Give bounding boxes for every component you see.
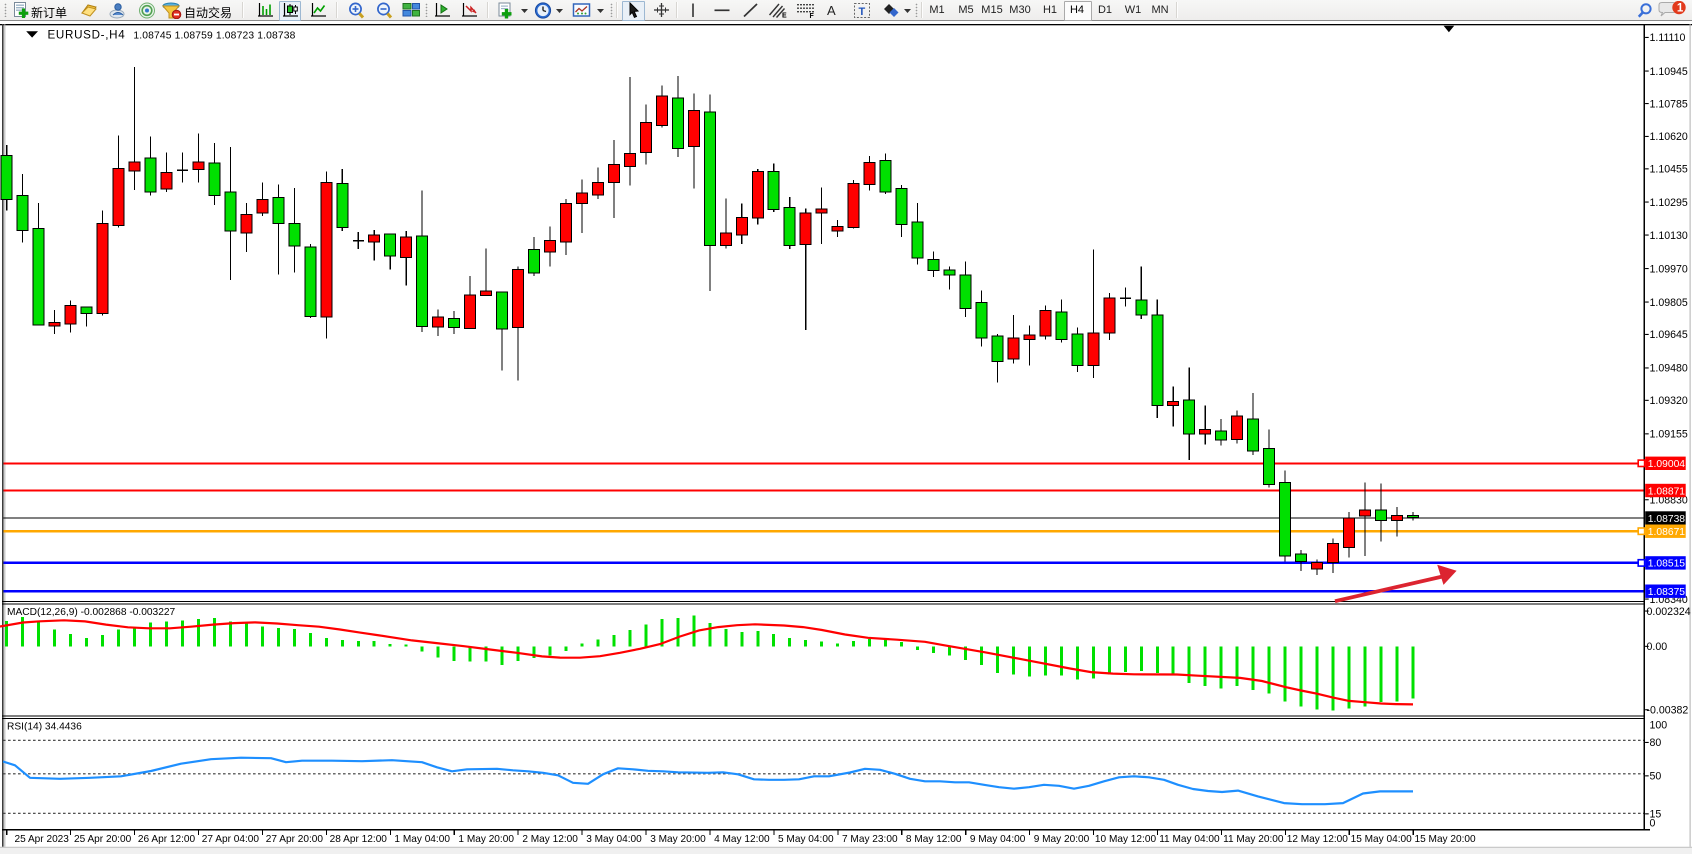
svg-text:25 Apr 20:00: 25 Apr 20:00 — [74, 834, 132, 845]
svg-text:1.09970: 1.09970 — [1650, 263, 1688, 275]
svg-text:1 May 20:00: 1 May 20:00 — [458, 834, 514, 845]
svg-text:RSI(14) 34.4436: RSI(14) 34.4436 — [7, 722, 82, 733]
svg-text:MACD(12,26,9) -0.002868 -0.003: MACD(12,26,9) -0.002868 -0.003227 — [7, 607, 176, 618]
svg-text:27 Apr 20:00: 27 Apr 20:00 — [266, 834, 324, 845]
svg-text:1.08738: 1.08738 — [1648, 514, 1685, 525]
svg-text:1.09805: 1.09805 — [1650, 297, 1688, 309]
svg-text:F: F — [810, 13, 815, 19]
svg-text:1.10295: 1.10295 — [1650, 197, 1688, 209]
svg-text:15: 15 — [1650, 809, 1662, 821]
svg-text:0.002324: 0.002324 — [1647, 606, 1691, 618]
svg-text:9 May 04:00: 9 May 04:00 — [970, 834, 1026, 845]
svg-text:T: T — [859, 6, 866, 18]
svg-text:11 May 20:00: 11 May 20:00 — [1223, 834, 1284, 845]
svg-text:EURUSD-,H41.08745 1.08759 1.08: EURUSD-,H4 1.08745 1.08759 1.08723 1.0873… — [48, 28, 296, 41]
svg-text:8 May 12:00: 8 May 12:00 — [906, 834, 962, 845]
svg-text:15 May 04:00: 15 May 04:00 — [1351, 834, 1413, 845]
svg-text:3 May 20:00: 3 May 20:00 — [650, 834, 706, 845]
svg-text:1.09155: 1.09155 — [1650, 429, 1688, 441]
svg-text:E: E — [782, 13, 787, 20]
svg-text:4 May 12:00: 4 May 12:00 — [714, 834, 770, 845]
svg-text:7 May 23:00: 7 May 23:00 — [842, 834, 898, 845]
svg-text:15 May 20:00: 15 May 20:00 — [1415, 834, 1477, 845]
svg-text:1.08375: 1.08375 — [1648, 587, 1685, 598]
svg-text:1.10620: 1.10620 — [1650, 131, 1688, 143]
svg-text:1.08830: 1.08830 — [1650, 495, 1688, 507]
svg-text:1.08515: 1.08515 — [1648, 559, 1685, 570]
svg-text:10 May 12:00: 10 May 12:00 — [1095, 834, 1157, 845]
svg-text:1.10455: 1.10455 — [1650, 164, 1688, 176]
svg-text:1.09645: 1.09645 — [1650, 329, 1688, 341]
svg-text:1.10945: 1.10945 — [1650, 66, 1688, 78]
svg-text:1 May 04:00: 1 May 04:00 — [394, 834, 450, 845]
svg-text:27 Apr 04:00: 27 Apr 04:00 — [202, 834, 260, 845]
svg-text:-0.00382: -0.00382 — [1647, 705, 1689, 717]
svg-text:25 Apr 2023: 25 Apr 2023 — [14, 834, 69, 845]
svg-text:1.10130: 1.10130 — [1650, 230, 1688, 242]
svg-text:3 May 04:00: 3 May 04:00 — [586, 834, 642, 845]
svg-text:9 May 20:00: 9 May 20:00 — [1034, 834, 1090, 845]
svg-text:1.09480: 1.09480 — [1650, 363, 1688, 375]
svg-text:11 May 04:00: 11 May 04:00 — [1159, 834, 1220, 845]
svg-text:100: 100 — [1650, 719, 1668, 731]
svg-text:0.00: 0.00 — [1647, 641, 1668, 653]
svg-text:1.08671: 1.08671 — [1648, 527, 1685, 538]
svg-text:1: 1 — [1677, 3, 1684, 15]
svg-text:80: 80 — [1650, 737, 1662, 749]
svg-text:1.08871: 1.08871 — [1648, 486, 1685, 497]
svg-text:5 May 04:00: 5 May 04:00 — [778, 834, 834, 845]
svg-text:1.09004: 1.09004 — [1648, 459, 1685, 470]
svg-text:50: 50 — [1650, 771, 1662, 783]
svg-text:26 Apr 12:00: 26 Apr 12:00 — [138, 834, 196, 845]
svg-text:1.10785: 1.10785 — [1650, 98, 1688, 110]
svg-text:28 Apr 12:00: 28 Apr 12:00 — [330, 834, 388, 845]
svg-text:1.11110: 1.11110 — [1650, 32, 1686, 44]
svg-text:1.09320: 1.09320 — [1650, 395, 1688, 407]
svg-text:12 May 12:00: 12 May 12:00 — [1287, 834, 1349, 845]
svg-text:0: 0 — [1650, 817, 1656, 829]
svg-text:2 May 12:00: 2 May 12:00 — [522, 834, 578, 845]
